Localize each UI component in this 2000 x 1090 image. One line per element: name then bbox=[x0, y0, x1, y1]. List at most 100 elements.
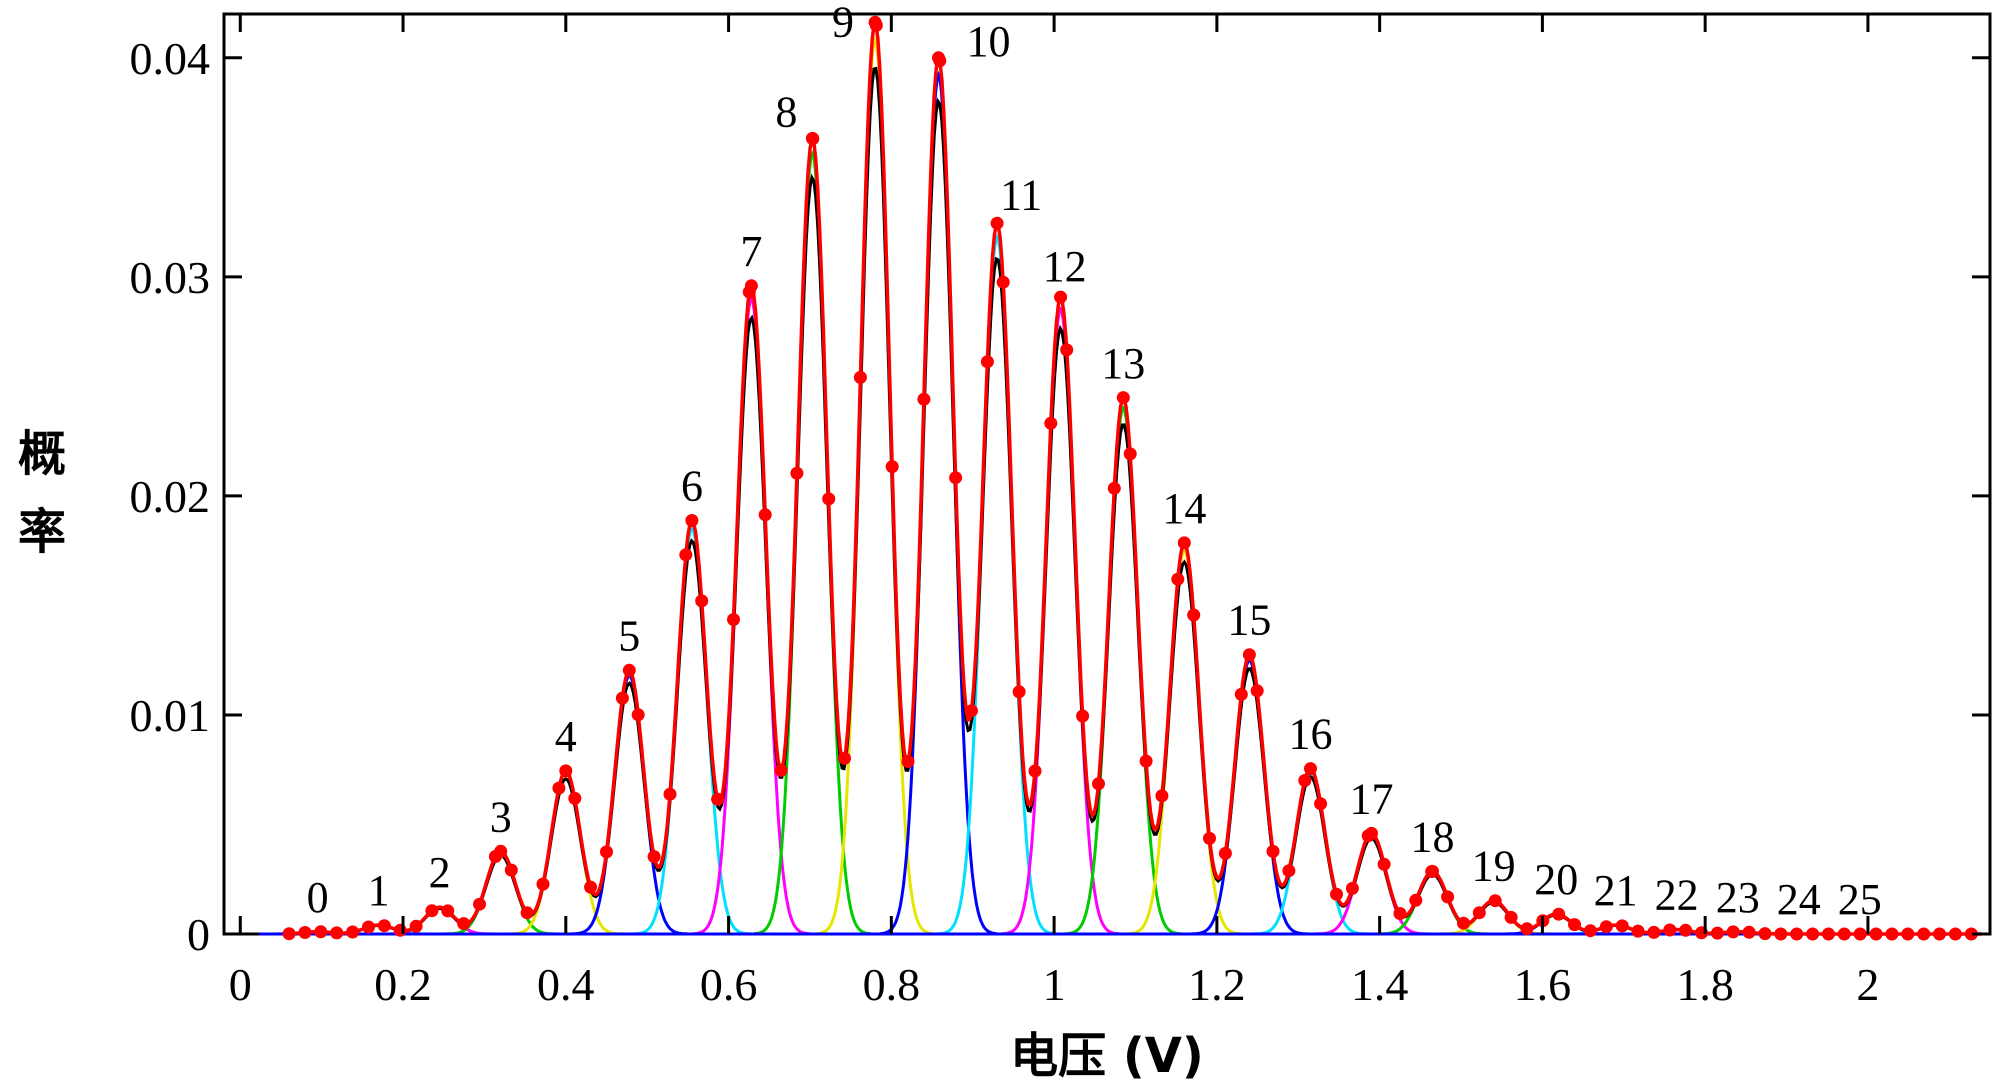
measured-peak-point-6 bbox=[685, 514, 699, 527]
component-peak-8 bbox=[753, 150, 872, 936]
measured-point bbox=[1171, 572, 1185, 586]
measured-point bbox=[1917, 927, 1931, 941]
peak-label-22: 22 bbox=[1655, 871, 1699, 920]
measured-peak-point-17 bbox=[1365, 826, 1378, 840]
peak-label-13: 13 bbox=[1101, 339, 1145, 388]
measured-point bbox=[441, 904, 455, 918]
measured-point bbox=[1948, 927, 1962, 941]
measured-peak-point-13 bbox=[1116, 391, 1130, 405]
measured-point bbox=[615, 691, 629, 705]
measured-point bbox=[711, 792, 725, 806]
y-tick-label: 0 bbox=[187, 909, 210, 960]
x-tick-label: 1.8 bbox=[1676, 959, 1734, 1010]
measured-point bbox=[1901, 927, 1915, 941]
measured-point bbox=[393, 923, 407, 937]
measured-point bbox=[727, 613, 740, 626]
measured-point bbox=[980, 355, 994, 369]
x-tick-label: 0.6 bbox=[700, 959, 758, 1010]
measured-point bbox=[473, 897, 486, 911]
measured-point bbox=[1282, 864, 1296, 878]
measured-point bbox=[1806, 927, 1820, 941]
measured-point bbox=[1663, 923, 1677, 937]
measured-point bbox=[1869, 927, 1883, 941]
measured-point bbox=[314, 925, 328, 939]
measured-point bbox=[362, 920, 375, 934]
measured-point bbox=[1393, 907, 1407, 920]
measured-point bbox=[1774, 927, 1788, 941]
peak-label-24: 24 bbox=[1777, 875, 1821, 924]
measured-point bbox=[1504, 910, 1518, 924]
measured-point bbox=[568, 791, 582, 805]
x-tick-label: 1.6 bbox=[1514, 959, 1572, 1010]
peak-label-20: 20 bbox=[1534, 855, 1578, 904]
measured-point bbox=[838, 751, 851, 765]
x-tick-label: 0.8 bbox=[863, 959, 921, 1010]
measured-point bbox=[1790, 927, 1804, 941]
x-tick-label: 1.2 bbox=[1188, 959, 1246, 1010]
measured-point bbox=[1187, 608, 1201, 622]
measured-point bbox=[631, 708, 645, 722]
peak-label-2: 2 bbox=[429, 848, 451, 897]
peak-label-7: 7 bbox=[740, 227, 762, 276]
measured-point bbox=[1345, 881, 1359, 895]
peak-label-1: 1 bbox=[368, 866, 390, 915]
measured-point bbox=[1250, 684, 1264, 698]
measured-point bbox=[346, 925, 360, 939]
measured-series bbox=[282, 15, 1982, 941]
component-peak-13 bbox=[1064, 405, 1182, 936]
measured-point bbox=[330, 926, 344, 940]
measured-point bbox=[584, 880, 598, 894]
measured-point bbox=[377, 919, 391, 933]
measured-point bbox=[885, 460, 899, 474]
measured-point bbox=[1012, 685, 1026, 699]
measured-point bbox=[774, 763, 788, 777]
measured-point bbox=[1552, 907, 1566, 921]
y-axis-label-char-2: 率 bbox=[18, 504, 66, 560]
component-peak-12 bbox=[1001, 306, 1120, 936]
measured-point bbox=[1044, 416, 1058, 430]
peak-label-21: 21 bbox=[1594, 866, 1638, 915]
measured-point bbox=[901, 755, 915, 768]
measured-peak-point-15 bbox=[1242, 648, 1256, 662]
peak-label-11: 11 bbox=[1000, 170, 1042, 219]
peak-label-14: 14 bbox=[1162, 484, 1206, 533]
measured-peak-point-5 bbox=[622, 663, 636, 677]
component-peak-14 bbox=[1125, 548, 1243, 936]
measured-peak-point-11 bbox=[990, 216, 1004, 230]
component-peak-7 bbox=[692, 295, 811, 936]
measured-point bbox=[1234, 687, 1248, 701]
measured-point bbox=[1107, 481, 1121, 495]
measured-point bbox=[679, 548, 693, 562]
measured-point bbox=[647, 850, 661, 864]
measured-point bbox=[1726, 925, 1740, 939]
measured-peak-point-8 bbox=[805, 131, 819, 145]
measured-point bbox=[1409, 893, 1423, 907]
measured-peak-point-10 bbox=[932, 51, 945, 65]
peak-label-10: 10 bbox=[967, 17, 1011, 66]
measured-point bbox=[822, 492, 836, 506]
y-tick-label: 0.04 bbox=[130, 33, 211, 84]
measured-point bbox=[298, 926, 312, 939]
measured-point bbox=[1837, 927, 1851, 941]
measured-point bbox=[1092, 777, 1105, 791]
measured-point bbox=[1314, 797, 1328, 811]
measured-point bbox=[425, 904, 439, 918]
component-peak-15 bbox=[1190, 658, 1308, 936]
peak-label-17: 17 bbox=[1349, 774, 1393, 823]
measured-point bbox=[1139, 754, 1153, 768]
component-peak-6 bbox=[633, 526, 751, 936]
measured-curve bbox=[289, 21, 1982, 936]
measured-peak-point-18 bbox=[1426, 864, 1439, 878]
measured-point bbox=[1520, 922, 1534, 936]
peak-label-23: 23 bbox=[1716, 873, 1760, 922]
x-tick-label: 0.2 bbox=[374, 959, 432, 1010]
measured-point bbox=[1218, 846, 1232, 860]
peak-label-18: 18 bbox=[1411, 812, 1455, 861]
measured-point bbox=[1330, 887, 1343, 901]
measured-point bbox=[1472, 906, 1486, 920]
peak-label-8: 8 bbox=[775, 88, 797, 137]
peak-label-16: 16 bbox=[1288, 710, 1332, 759]
measured-point bbox=[1298, 774, 1312, 787]
